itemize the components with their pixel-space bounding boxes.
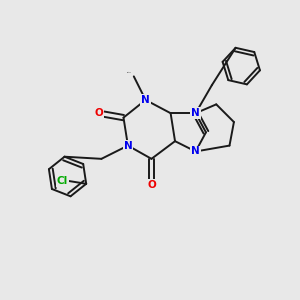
Text: Cl: Cl — [56, 176, 68, 186]
Text: O: O — [94, 108, 103, 118]
Text: N: N — [191, 108, 200, 118]
Text: N: N — [124, 141, 132, 151]
Text: N: N — [191, 146, 200, 157]
Text: methyl: methyl — [127, 72, 132, 74]
Text: O: O — [147, 180, 156, 190]
Text: N: N — [141, 95, 150, 105]
